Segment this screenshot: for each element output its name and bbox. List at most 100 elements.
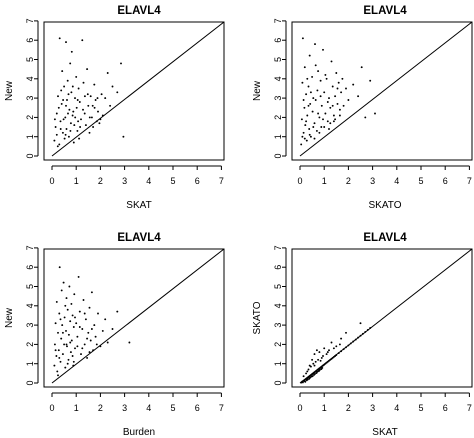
data-point (317, 368, 320, 371)
data-point (92, 349, 95, 352)
data-point (86, 93, 89, 96)
data-point (97, 110, 99, 113)
data-point (83, 343, 86, 346)
data-point (318, 131, 321, 134)
data-point (54, 322, 57, 325)
data-point (301, 81, 304, 84)
data-point (364, 330, 367, 333)
x-tick-label: 2 (98, 176, 103, 186)
data-point (314, 43, 316, 46)
data-point (309, 376, 312, 379)
y-tick-label: 5 (25, 57, 35, 62)
data-point (82, 299, 85, 301)
y-tick-label: 3 (273, 96, 283, 101)
x-axis: 0 1 2 3 4 5 6 7 (297, 392, 472, 413)
data-point (104, 97, 107, 100)
data-point (354, 338, 357, 341)
data-point (122, 135, 125, 138)
y-tick-label: 4 (273, 76, 283, 81)
data-point (86, 337, 89, 340)
points (53, 37, 125, 148)
data-point (336, 102, 339, 105)
data-point (313, 364, 316, 367)
data-point (109, 104, 112, 107)
data-point (66, 362, 69, 365)
data-point (53, 343, 56, 346)
data-point (71, 114, 74, 117)
data-point (303, 66, 306, 69)
data-point (303, 137, 306, 140)
data-point (313, 122, 316, 125)
data-point (72, 360, 75, 363)
data-point (320, 126, 323, 128)
y-axis-label: New (252, 80, 263, 101)
data-point (65, 104, 67, 107)
data-point (332, 120, 335, 123)
data-point (81, 347, 84, 350)
x-axis-label: SKATO (369, 200, 402, 211)
data-point (60, 289, 63, 292)
data-point (303, 379, 306, 382)
data-point (331, 104, 334, 107)
data-point (311, 110, 314, 113)
data-point (111, 328, 114, 330)
data-point (69, 341, 72, 344)
data-point (325, 77, 328, 80)
data-point (77, 120, 80, 123)
x-tick-label: 1 (74, 403, 79, 413)
data-point (61, 353, 64, 356)
data-point (319, 95, 322, 98)
data-point (345, 87, 347, 90)
data-point (53, 139, 56, 142)
data-point (318, 351, 321, 354)
data-point (83, 112, 86, 115)
data-point (77, 87, 80, 90)
data-point (59, 128, 62, 130)
x-tick-label: 0 (49, 403, 54, 413)
data-point (69, 62, 72, 65)
x-tick-label: 4 (146, 403, 151, 413)
x-axis-label: Burden (123, 427, 155, 438)
data-point (61, 324, 64, 327)
data-point (88, 306, 91, 309)
data-point (116, 91, 119, 94)
data-point (66, 99, 68, 101)
data-point (76, 129, 79, 132)
data-point (66, 79, 69, 82)
data-point (58, 312, 61, 315)
data-point (87, 104, 90, 107)
y-tick-label: 2 (25, 342, 35, 347)
panel-skat-vs-new: ELAVL4 0 1 2 3 4 5 6 7 0 1 2 3 4 5 6 7 SKAT New (4, 5, 225, 211)
y-tick-label: 1 (25, 361, 35, 366)
data-point (70, 91, 73, 94)
x-tick-label: 3 (370, 176, 375, 186)
y-tick-label: 6 (273, 265, 283, 270)
data-point (82, 108, 84, 111)
data-point (71, 355, 74, 357)
data-point (72, 141, 75, 144)
y-axis-label: New (4, 80, 15, 101)
data-point (326, 101, 329, 103)
data-point (60, 102, 63, 105)
y-tick-label: 0 (273, 153, 283, 158)
data-point (338, 343, 341, 346)
data-point (302, 99, 305, 101)
data-point (90, 291, 93, 294)
data-point (86, 356, 89, 359)
data-point (68, 285, 71, 288)
data-point (71, 314, 74, 317)
data-point (71, 85, 74, 88)
x-tick-label: 0 (297, 176, 302, 186)
y-axis: 0 1 2 3 4 5 6 7 (273, 18, 287, 159)
data-point (338, 114, 341, 117)
data-point (324, 73, 327, 76)
data-point (59, 120, 62, 123)
data-point (335, 354, 338, 356)
data-point (316, 370, 319, 373)
y-tick-label: 3 (273, 323, 283, 328)
data-point (106, 341, 109, 344)
data-point (318, 368, 321, 371)
y-axis: 0 1 2 3 4 5 6 7 (25, 245, 39, 386)
data-point (106, 72, 109, 74)
data-point (329, 122, 332, 125)
